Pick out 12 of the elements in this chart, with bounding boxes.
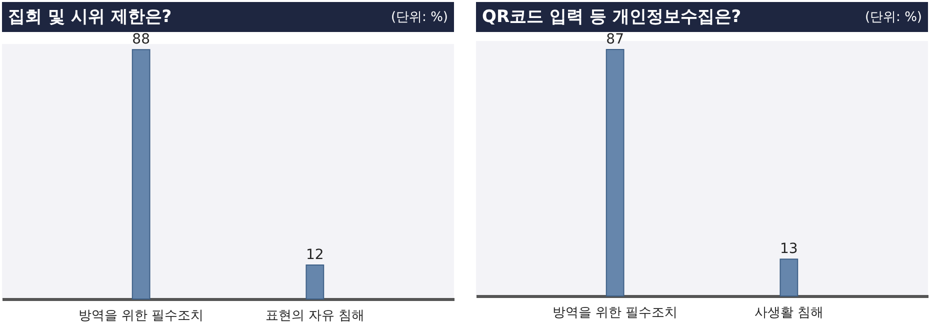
chart-title: 집회 및 시위 제한은?: [8, 7, 172, 27]
data-label: 87: [606, 32, 624, 48]
x-tick-label: 방역을 위한 필수조치: [552, 306, 678, 320]
data-label: 13: [780, 241, 798, 258]
x-tick-label: 방역을 위한 필수조치: [78, 308, 204, 324]
x-tick-label: 사생활 침해: [754, 306, 824, 320]
chart-title: QR코드 입력 등 개인정보수집은?: [482, 7, 742, 27]
data-label: 12: [306, 247, 324, 263]
data-label: 88: [132, 32, 150, 48]
chart-subtitle: (단위: %): [390, 10, 448, 25]
chart-subtitle: (단위: %): [864, 10, 922, 25]
x-tick-label: 표현의 자유 침해: [265, 308, 365, 324]
